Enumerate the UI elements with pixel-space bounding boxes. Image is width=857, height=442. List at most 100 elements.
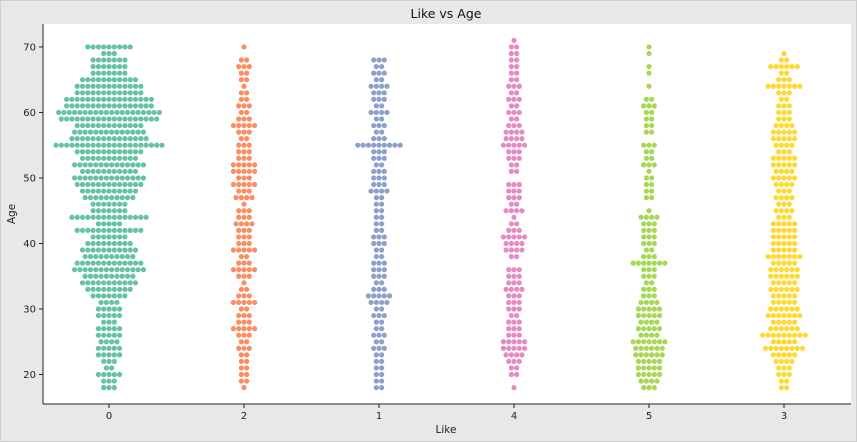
point-like-2-age-54 — [236, 149, 242, 155]
point-like-1-age-47 — [379, 195, 385, 201]
point-like-2-age-40 — [236, 240, 242, 247]
point-like-3-age-52 — [781, 162, 787, 168]
point-like-0-age-63 — [101, 90, 107, 96]
point-like-0-age-47 — [98, 195, 104, 201]
point-like-1-age-31 — [373, 299, 379, 306]
point-like-5-age-25 — [635, 339, 642, 345]
point-like-0-age-37 — [127, 260, 133, 266]
point-like-3-age-49 — [789, 181, 795, 188]
point-like-1-age-63 — [371, 90, 377, 96]
point-like-0-age-44 — [122, 214, 128, 220]
point-like-0-age-59 — [69, 116, 75, 122]
point-like-0-age-59 — [58, 116, 64, 122]
point-like-3-age-20 — [786, 371, 792, 378]
point-like-5-age-66 — [646, 70, 652, 76]
point-like-4-age-36 — [506, 267, 512, 273]
point-like-0-age-25 — [98, 339, 104, 345]
point-like-2-age-31 — [246, 299, 252, 306]
point-like-4-age-61 — [508, 103, 514, 109]
point-like-0-age-59 — [95, 116, 101, 122]
point-like-2-age-42 — [246, 227, 252, 233]
point-like-0-age-59 — [90, 116, 96, 122]
point-like-0-age-64 — [95, 83, 101, 89]
point-like-0-age-55 — [148, 142, 154, 148]
point-like-4-age-26 — [506, 332, 512, 338]
point-like-0-age-39 — [111, 247, 117, 253]
point-like-2-age-58 — [241, 122, 247, 129]
point-like-2-age-53 — [236, 155, 242, 161]
point-like-2-age-51 — [246, 168, 252, 175]
point-like-5-age-55 — [646, 142, 652, 148]
point-like-2-age-59 — [236, 116, 242, 122]
point-like-0-age-61 — [101, 103, 107, 109]
point-like-0-age-40 — [111, 240, 117, 247]
point-like-4-age-24 — [506, 345, 512, 351]
point-like-2-age-19 — [238, 378, 244, 384]
point-like-0-age-63 — [74, 90, 80, 96]
point-like-0-age-60 — [140, 109, 147, 116]
point-like-1-age-55 — [355, 142, 361, 148]
point-like-0-age-37 — [132, 260, 139, 266]
point-like-0-age-43 — [95, 221, 101, 227]
point-like-5-age-37 — [662, 260, 668, 266]
point-like-4-age-57 — [508, 129, 514, 135]
point-like-2-age-19 — [244, 378, 250, 384]
point-like-1-age-41 — [381, 234, 387, 240]
point-like-0-age-40 — [90, 240, 96, 247]
point-like-1-age-51 — [376, 168, 382, 175]
point-like-3-age-47 — [784, 195, 790, 201]
point-like-3-age-63 — [786, 90, 792, 96]
point-like-5-age-39 — [649, 247, 655, 253]
point-like-3-age-26 — [765, 332, 771, 338]
point-like-3-age-26 — [781, 332, 787, 338]
point-like-0-age-55 — [90, 142, 96, 148]
point-like-5-age-35 — [641, 273, 647, 279]
point-like-0-age-70 — [111, 44, 117, 50]
point-like-3-age-26 — [776, 332, 782, 338]
point-like-2-age-40 — [246, 240, 252, 247]
point-like-1-age-63 — [376, 90, 382, 96]
point-like-0-age-18 — [111, 385, 117, 391]
point-like-0-age-55 — [101, 142, 107, 148]
point-like-0-age-58 — [90, 122, 96, 129]
point-like-5-age-24 — [638, 345, 644, 351]
point-like-3-age-39 — [792, 247, 798, 253]
point-like-3-age-47 — [778, 195, 784, 201]
point-like-3-age-19 — [778, 378, 784, 384]
point-like-2-age-36 — [246, 267, 252, 273]
point-like-0-age-55 — [117, 142, 123, 148]
point-like-5-age-24 — [649, 345, 655, 351]
point-like-0-age-37 — [101, 260, 107, 266]
point-like-0-age-20 — [95, 371, 101, 378]
point-like-1-age-53 — [371, 155, 377, 161]
point-like-0-age-35 — [87, 273, 94, 279]
point-like-2-age-27 — [252, 326, 258, 332]
point-like-3-age-27 — [789, 326, 795, 332]
point-like-0-age-57 — [87, 129, 94, 135]
point-like-3-age-38 — [765, 253, 771, 260]
point-like-0-age-19 — [111, 378, 117, 384]
point-like-2-age-48 — [236, 188, 242, 194]
point-like-1-age-55 — [381, 142, 387, 148]
point-like-1-age-31 — [368, 299, 374, 306]
point-like-1-age-47 — [373, 195, 379, 201]
point-like-0-age-59 — [122, 116, 128, 122]
point-like-0-age-24 — [111, 345, 117, 351]
point-like-3-age-32 — [781, 293, 787, 299]
point-like-1-age-54 — [381, 149, 387, 155]
point-like-5-age-22 — [646, 358, 652, 365]
point-like-4-age-22 — [516, 358, 522, 365]
point-like-0-age-50 — [93, 175, 99, 181]
point-like-4-age-56 — [519, 136, 525, 142]
point-like-3-age-50 — [776, 175, 782, 181]
point-like-0-age-48 — [117, 188, 123, 194]
point-like-3-age-69 — [781, 50, 787, 57]
point-like-1-age-64 — [373, 83, 379, 89]
point-like-1-age-43 — [373, 221, 379, 227]
point-like-0-age-63 — [138, 90, 144, 96]
point-like-3-age-40 — [770, 240, 777, 247]
point-like-0-age-61 — [69, 103, 75, 109]
point-like-4-age-44 — [511, 214, 517, 220]
point-like-2-age-30 — [238, 306, 244, 312]
point-like-0-age-38 — [98, 253, 104, 260]
